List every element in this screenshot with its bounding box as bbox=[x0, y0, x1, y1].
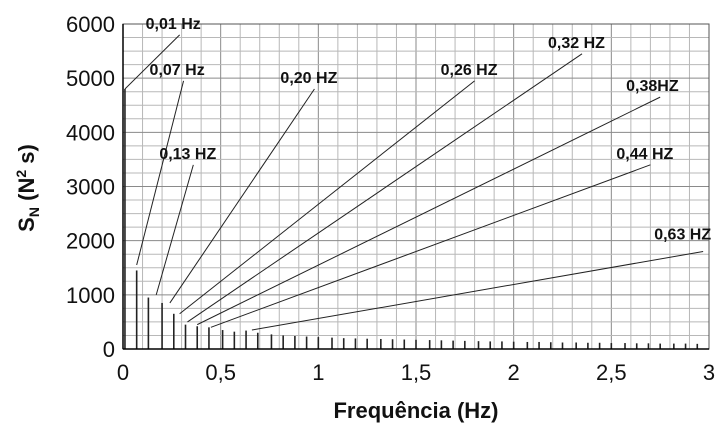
y-tick-label: 0 bbox=[103, 337, 115, 362]
y-tick-label: 5000 bbox=[66, 66, 115, 91]
grid bbox=[122, 23, 710, 350]
annotation-leader-line bbox=[124, 34, 180, 90]
annotation-leader-line bbox=[187, 53, 583, 323]
spectrum-series bbox=[124, 89, 699, 349]
x-tick-label: 0,5 bbox=[205, 360, 236, 385]
y-tick-label: 2000 bbox=[66, 229, 115, 254]
annotation-leader-line bbox=[136, 80, 185, 266]
x-tick-label: 2,5 bbox=[596, 360, 627, 385]
annotation-leader-line bbox=[179, 80, 475, 315]
annotation-leader-line bbox=[197, 96, 661, 326]
x-tick-label: 1,5 bbox=[401, 360, 432, 385]
annotation-label: 0,63 HZ bbox=[654, 227, 711, 244]
y-tick-label: 6000 bbox=[66, 12, 115, 37]
y-axis-ticks: 0 1000 2000 3000 4000 5000 6000 bbox=[66, 12, 115, 362]
x-axis-label: Frequência (Hz) bbox=[333, 398, 498, 423]
annotation-leader-line bbox=[210, 164, 651, 328]
annotation-leader-line bbox=[155, 164, 194, 295]
annotation-labels: 0,01 Hz 0,07 Hz 0,13 HZ 0,20 HZ 0,26 HZ 0,32 … bbox=[146, 16, 712, 244]
annotation-label: 0,26 HZ bbox=[441, 62, 498, 79]
annotation-label: 0,01 Hz bbox=[146, 16, 201, 33]
annotation-label: 0,32 HZ bbox=[548, 35, 605, 52]
annotation-label: 0,13 HZ bbox=[159, 146, 216, 163]
x-tick-label: 2 bbox=[508, 360, 520, 385]
y-tick-label: 3000 bbox=[66, 175, 115, 200]
y-tick-label: 1000 bbox=[66, 283, 115, 308]
annotation-label: 0,44 HZ bbox=[616, 146, 673, 163]
y-axis-label: SN (N2 s) bbox=[13, 144, 42, 232]
annotation-leader-line bbox=[169, 88, 315, 304]
annotation-label: 0,38HZ bbox=[626, 78, 679, 95]
annotation-leaders bbox=[124, 34, 704, 331]
annotation-label: 0,20 HZ bbox=[280, 70, 337, 87]
x-tick-label: 3 bbox=[703, 360, 715, 385]
x-tick-label: 0 bbox=[117, 360, 129, 385]
x-tick-label: 1 bbox=[312, 360, 324, 385]
annotation-leader-line bbox=[251, 251, 704, 331]
y-tick-label: 4000 bbox=[66, 120, 115, 145]
x-axis-ticks: 0 0,5 1 1,5 2 2,5 3 bbox=[117, 360, 715, 385]
annotation-label: 0,07 Hz bbox=[150, 62, 205, 79]
plot-frame bbox=[122, 23, 710, 350]
